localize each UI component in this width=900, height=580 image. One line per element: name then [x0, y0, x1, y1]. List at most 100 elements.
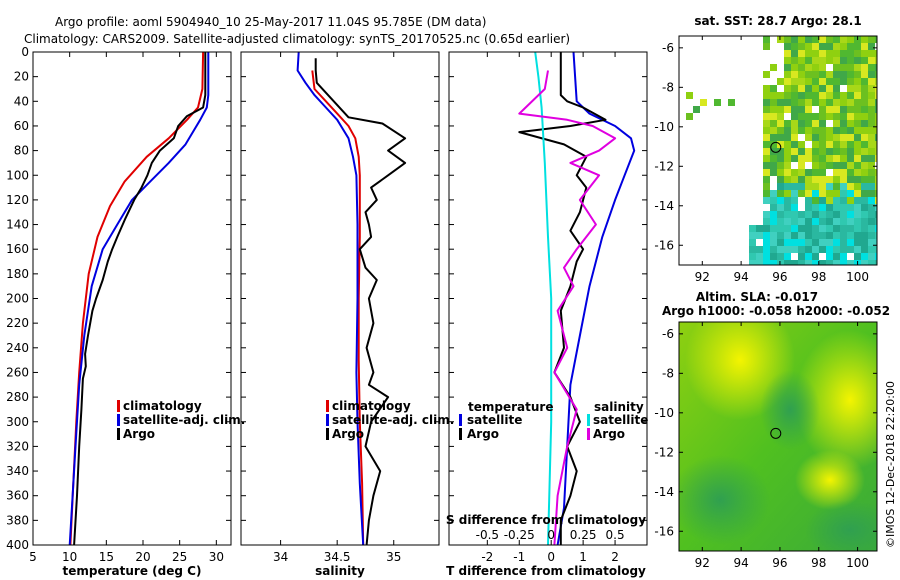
sst-cell	[875, 155, 877, 162]
sst-cell	[833, 169, 840, 176]
sst-cell	[819, 36, 826, 43]
difference-legend: temperature satellite Argo salinity sate…	[459, 400, 648, 441]
sst-cell	[770, 106, 777, 113]
sst-cell	[826, 127, 833, 134]
sst-cell	[777, 162, 784, 169]
sst-cell	[812, 120, 819, 127]
sst-cell	[812, 141, 819, 148]
sst-cell	[847, 232, 854, 239]
sst-cell	[791, 148, 798, 155]
sst-cell	[777, 148, 784, 155]
sst-cell	[763, 162, 770, 169]
sst-cell	[805, 148, 812, 155]
sst-cell	[805, 92, 812, 99]
sst-cell	[861, 99, 868, 106]
sst-cell	[784, 57, 791, 64]
map-y-tick-label: -8	[662, 366, 674, 380]
sst-cell	[819, 71, 826, 78]
sst-cell	[847, 36, 854, 43]
sst-cell	[854, 85, 861, 92]
depth-tick-label: 200	[6, 292, 29, 306]
sst-cell	[868, 211, 875, 218]
sst-cell	[840, 183, 847, 190]
sst-cell	[763, 225, 770, 232]
sst-cell	[854, 43, 861, 50]
sst-cell	[854, 225, 861, 232]
sla-map: Altim. SLA: -0.017 Argo h1000: -0.058 h2…	[654, 290, 890, 570]
sst-cell	[791, 218, 798, 225]
sst-cell	[819, 127, 826, 134]
sst-cell	[791, 141, 798, 148]
sst-cell	[714, 99, 721, 106]
sst-cell	[861, 260, 868, 265]
sst-cell	[875, 106, 877, 113]
sst-cell	[777, 176, 784, 183]
sst-cell	[833, 155, 840, 162]
sst-cell	[749, 232, 756, 239]
sst-cell	[805, 232, 812, 239]
sst-cell	[763, 176, 770, 183]
sst-cell	[833, 246, 840, 253]
sst-cell	[819, 113, 826, 120]
sst-cell	[840, 211, 847, 218]
sst-cell	[791, 176, 798, 183]
sst-cell	[875, 134, 877, 141]
sst-cell	[819, 120, 826, 127]
salinity-plot-frame	[240, 51, 440, 546]
sst-cell	[854, 92, 861, 99]
sst-cell	[784, 162, 791, 169]
x-tick-label: 15	[99, 550, 114, 564]
sst-cell	[812, 169, 819, 176]
sst-cell	[861, 50, 868, 57]
sst-cell	[861, 211, 868, 218]
sst-cell	[847, 197, 854, 204]
sst-cell	[854, 50, 861, 57]
sst-cell	[777, 204, 784, 211]
sst-cell	[819, 183, 826, 190]
sst-map-axes: 92 94 96 98 100 -6 -8 -10 -12 -14 -16	[654, 36, 877, 284]
sst-cell	[819, 246, 826, 253]
sst-cell	[868, 78, 875, 85]
map-y-tick-label: -16	[654, 524, 674, 538]
sst-cell	[812, 127, 819, 134]
depth-tick-label: 320	[6, 439, 29, 453]
series-line-argo	[314, 58, 407, 545]
sst-cell	[875, 78, 877, 85]
sst-cell	[784, 64, 791, 71]
sst-cell	[812, 92, 819, 99]
sst-cell	[861, 169, 868, 176]
sst-cell	[861, 162, 868, 169]
legend-label-argo: Argo	[123, 427, 155, 441]
sst-cell	[798, 218, 805, 225]
map-y-tick-label: -10	[654, 120, 674, 134]
depth-tick-label: 380	[6, 513, 29, 527]
sst-cell	[861, 134, 868, 141]
sst-cell	[798, 176, 805, 183]
sst-cell	[777, 260, 784, 265]
sst-cell	[826, 134, 833, 141]
sst-cell	[770, 113, 777, 120]
sst-cell	[840, 113, 847, 120]
temperature-panel: 0 20 40 60 80 100 120 140 160 180 200 220 240 260 280 3…	[6, 45, 245, 578]
sst-cell	[812, 99, 819, 106]
sst-cell	[854, 232, 861, 239]
sst-cell	[777, 232, 784, 239]
sst-cell	[805, 197, 812, 204]
depth-tick-label: 280	[6, 390, 29, 404]
series-line-t-argo	[518, 52, 607, 545]
sst-cell	[840, 36, 847, 43]
sst-cell	[840, 120, 847, 127]
sst-cell	[847, 176, 854, 183]
sst-cell	[791, 120, 798, 127]
sst-cell	[833, 190, 840, 197]
sst-cell	[756, 260, 763, 265]
sst-cell	[861, 120, 868, 127]
sst-cell	[805, 204, 812, 211]
sst-cell	[763, 197, 770, 204]
sst-cell	[777, 197, 784, 204]
sst-cell	[770, 99, 777, 106]
sst-cell	[875, 211, 877, 218]
sst-cell	[686, 113, 693, 120]
sst-cell	[784, 127, 791, 134]
sst-cell	[805, 253, 812, 260]
